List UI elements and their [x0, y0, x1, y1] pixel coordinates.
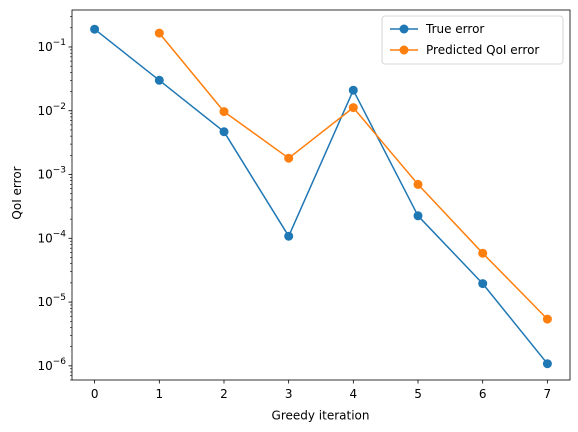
x-tick-label: 1 — [155, 387, 163, 401]
y-tick-label: 10−3 — [37, 166, 66, 182]
legend-marker — [399, 45, 409, 55]
plot-frame — [71, 9, 571, 381]
legend-label: Predicted QoI error — [426, 43, 539, 57]
data-point — [284, 231, 294, 241]
plot-area: 10−6 10−5 10−4 10−3 10−2 10−1 0 1 2 3 4 5 6 7 True err… — [37, 9, 571, 401]
y-axis-label: QoI error — [10, 166, 24, 219]
series-line — [158, 32, 548, 320]
y-tick-label: 10−2 — [37, 102, 66, 118]
data-point — [413, 179, 423, 189]
x-tick-label: 3 — [285, 387, 293, 401]
x-tick-label: 6 — [479, 387, 487, 401]
data-point — [413, 211, 423, 221]
legend: True error Predicted QoI error — [381, 15, 564, 65]
legend-label: True error — [425, 22, 484, 36]
data-point — [284, 153, 294, 163]
data-point — [90, 24, 100, 34]
y-tick-label: 10−4 — [37, 229, 66, 245]
data-point — [219, 107, 229, 117]
x-tick-label: 4 — [350, 387, 358, 401]
y-tick-label: 10−1 — [37, 38, 66, 54]
data-point — [478, 279, 488, 289]
legend-marker — [399, 24, 409, 34]
legend-box — [381, 15, 564, 65]
x-axis-label: Greedy iteration — [272, 409, 370, 423]
data-point — [154, 28, 164, 38]
data-point — [154, 75, 164, 85]
data-point — [478, 248, 488, 258]
data-point — [219, 127, 229, 137]
y-tick-label: 10−5 — [37, 293, 66, 309]
series-line — [94, 28, 548, 365]
x-tick-label: 2 — [220, 387, 228, 401]
data-point — [348, 103, 358, 113]
y-tick-label: 10−6 — [37, 357, 66, 373]
data-point — [542, 314, 552, 324]
x-tick-label: 5 — [414, 387, 422, 401]
x-tick-label: 0 — [91, 387, 99, 401]
data-point — [348, 85, 358, 95]
data-point — [542, 359, 552, 369]
x-tick-label: 7 — [544, 387, 552, 401]
